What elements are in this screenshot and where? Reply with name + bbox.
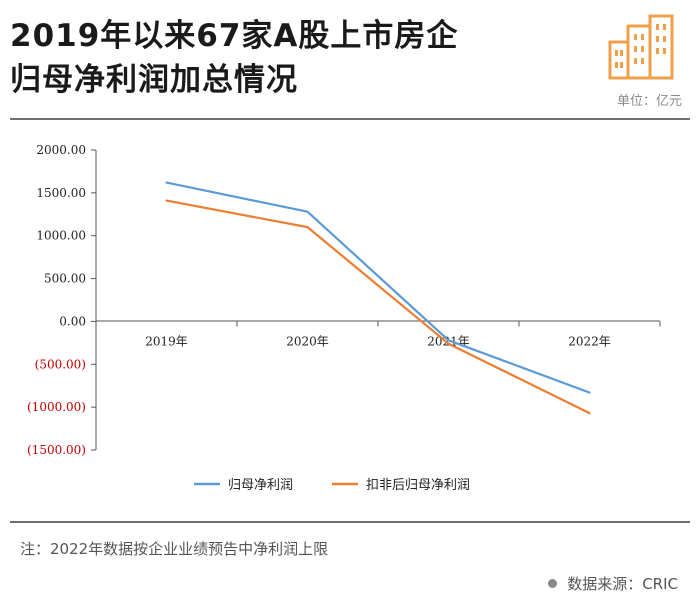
legend-label: 扣非后归母净利润 — [366, 478, 470, 493]
source-line: 数据来源：CRIC — [548, 573, 678, 594]
footnote: 注：2022年数据按企业业绩预告中净利润上限 — [20, 540, 329, 558]
legend-label: 归母净利润 — [228, 478, 293, 493]
x-tick-label: 2022年 — [568, 334, 611, 348]
x-tick-label: 2019年 — [145, 334, 188, 348]
page-title: 2019年以来67家A股上市房企 归母净利润加总情况 — [10, 14, 570, 102]
y-tick-label: (500.00) — [35, 357, 86, 371]
series-line-2 — [165, 199, 591, 415]
header-divider — [10, 118, 690, 120]
y-tick-label: 0.00 — [59, 314, 86, 328]
bullet-icon — [548, 579, 558, 588]
y-tick-label: 1000.00 — [36, 229, 86, 243]
source-label: 数据来源：CRIC — [567, 575, 678, 593]
building-logo-icon — [608, 14, 674, 80]
y-tick-label: (1000.00) — [27, 400, 86, 414]
title-line-2: 归母净利润加总情况 — [10, 62, 298, 98]
line-chart: 2000.00 1500.00 1000.00 500.00 0.00 (500.00) (… — [27, 143, 661, 493]
y-tick-label: (1500.00) — [27, 443, 86, 457]
y-tick-label: 1500.00 — [36, 186, 86, 200]
y-tick-label: 2000.00 — [36, 143, 86, 157]
y-tick-label: 500.00 — [44, 272, 86, 286]
x-tick-label: 2020年 — [286, 334, 329, 348]
series-line-1 — [165, 181, 591, 394]
title-line-1: 2019年以来67家A股上市房企 — [10, 18, 459, 54]
unit-label: 单位：亿元 — [616, 94, 682, 109]
footer-divider — [10, 521, 690, 523]
